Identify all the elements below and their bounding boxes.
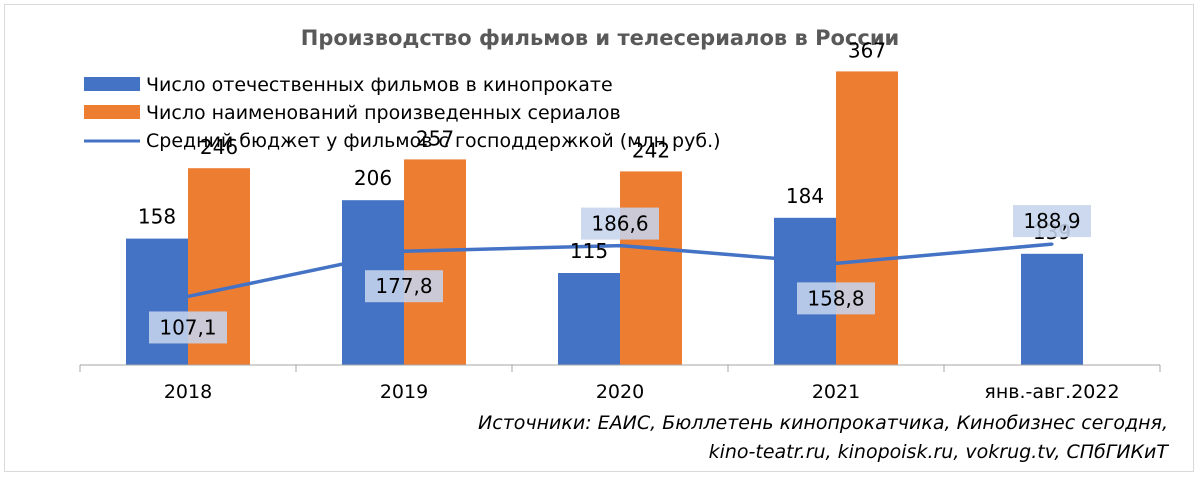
data-labels-layer: 158246206257115242184367139107,1177,8186…	[138, 38, 1091, 344]
data-label-budget: 186,6	[591, 212, 648, 236]
source-line-2: kino-teatr.ru, kinopoisk.ru, vokrug.tv, …	[709, 441, 1170, 463]
data-label-series: 367	[848, 38, 886, 62]
data-label-films: 115	[570, 239, 608, 263]
chart-title: Производство фильмов и телесериалов в Ро…	[301, 26, 900, 50]
data-label-films: 184	[786, 184, 824, 208]
data-label-series: 246	[200, 135, 238, 159]
budget-label-box	[797, 282, 875, 315]
data-label-films: 158	[138, 205, 176, 229]
budget-point	[834, 261, 838, 265]
data-label-budget: 107,1	[159, 315, 216, 339]
data-label-budget: 188,9	[1023, 209, 1080, 233]
budget-point	[618, 244, 622, 248]
x-tick-label: янв.-авг.2022	[984, 381, 1119, 403]
budget-label-box	[149, 311, 227, 344]
x-axis: 2018 2019 2020 2021 янв.-авг.2022	[79, 364, 1161, 403]
x-tick-label: 2021	[812, 381, 860, 403]
bar-series	[404, 159, 466, 365]
bar-films	[126, 238, 188, 365]
budget-label-box	[1013, 205, 1091, 238]
x-tick-label: 2020	[596, 381, 644, 403]
legend-label-series: Число наименований произведенных сериало…	[146, 102, 621, 124]
budget-label-box	[581, 207, 659, 240]
bar-series	[620, 171, 682, 365]
legend-swatch-series	[84, 105, 140, 119]
source-line-1: Источники: ЕАИС, Бюллетень кинопрокатчик…	[478, 412, 1168, 434]
data-label-series: 242	[632, 138, 670, 162]
data-label-budget: 177,8	[375, 274, 432, 298]
data-label-series: 257	[416, 126, 454, 150]
budget-line-layer	[186, 242, 1054, 299]
x-tick-label: 2018	[164, 381, 212, 403]
x-tick-label: 2019	[380, 381, 428, 403]
data-label-budget: 158,8	[807, 286, 864, 310]
legend: Число отечественных фильмов в кинопрокат…	[84, 74, 721, 152]
bar-films	[1021, 253, 1083, 365]
bars-layer	[126, 71, 1083, 366]
bar-films	[558, 273, 620, 365]
legend-label-films: Число отечественных фильмов в кинопрокат…	[146, 74, 613, 96]
legend-swatch-films	[84, 77, 140, 91]
budget-point	[402, 249, 406, 253]
budget-point	[186, 294, 190, 298]
budget-label-box	[365, 270, 443, 303]
budget-point	[1050, 242, 1054, 246]
data-label-films: 206	[354, 166, 392, 190]
legend-label-budget: Средний бюджет у фильмов с господдержкой…	[146, 130, 721, 152]
bar-series	[836, 71, 898, 366]
